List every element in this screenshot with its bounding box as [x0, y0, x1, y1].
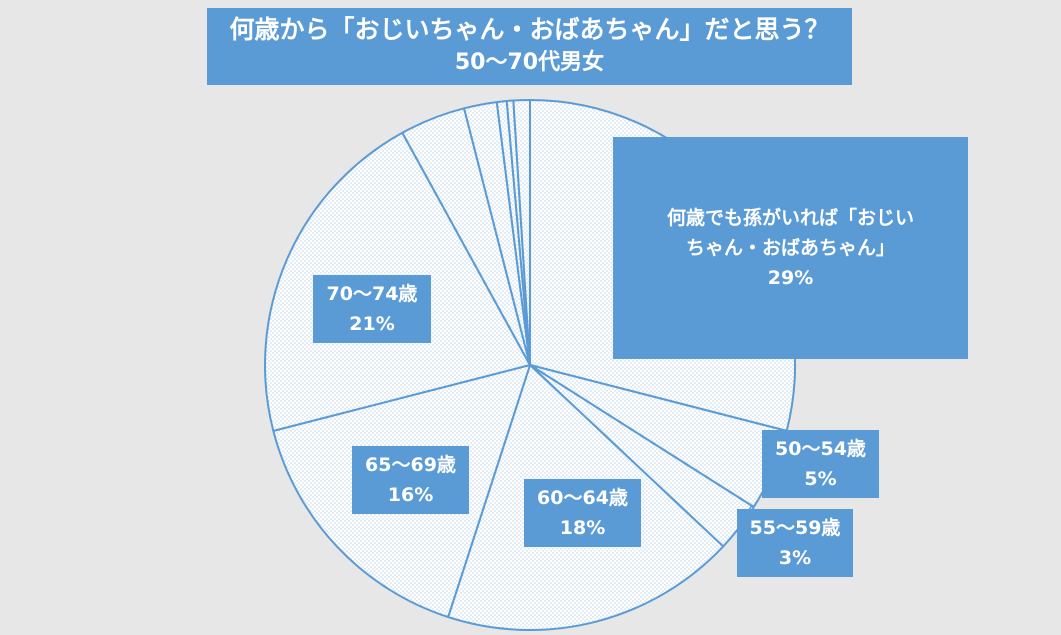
chart-title: 何歳から「おじいちゃん・おばあちゃん」だと思う？ 50〜70代男女 — [207, 8, 852, 85]
data-label-55-59: 55〜59歳 3% — [737, 509, 853, 577]
data-label-65-69-category: 65〜69歳 — [365, 454, 456, 476]
data-label-grandchild-line2: ちゃん・おばあちゃん」 — [685, 237, 895, 259]
data-label-70-74-category: 70〜74歳 — [326, 283, 418, 305]
data-label-60-64-pct: 18% — [559, 517, 606, 539]
data-label-60-64-category: 60〜64歳 — [537, 487, 628, 509]
data-label-70-74-pct: 21% — [349, 313, 395, 335]
data-label-50-54-category: 50〜54歳 — [775, 438, 866, 460]
data-label-grandchild-pct: 29% — [767, 267, 814, 289]
data-label-60-64: 60〜64歳 18% — [524, 479, 641, 547]
chart-title-line1: 何歳から「おじいちゃん・おばあちゃん」だと思う？ — [229, 15, 830, 44]
data-label-grandchild: 何歳でも孫がいれば「おじい ちゃん・おばあちゃん」 29% — [613, 137, 968, 359]
data-label-50-54: 50〜54歳 5% — [762, 430, 879, 498]
data-label-grandchild-line1: 何歳でも孫がいれば「おじい — [666, 207, 914, 229]
data-label-70-74: 70〜74歳 21% — [313, 275, 431, 343]
data-label-55-59-pct: 3% — [778, 547, 812, 569]
data-label-50-54-pct: 5% — [804, 468, 837, 490]
data-label-55-59-category: 55〜59歳 — [749, 517, 841, 539]
pie-slice-unlabeled-5 — [512, 98, 531, 366]
data-label-65-69: 65〜69歳 16% — [352, 446, 469, 514]
chart-title-line2: 50〜70代男女 — [454, 50, 605, 75]
data-label-65-69-pct: 16% — [387, 484, 434, 506]
